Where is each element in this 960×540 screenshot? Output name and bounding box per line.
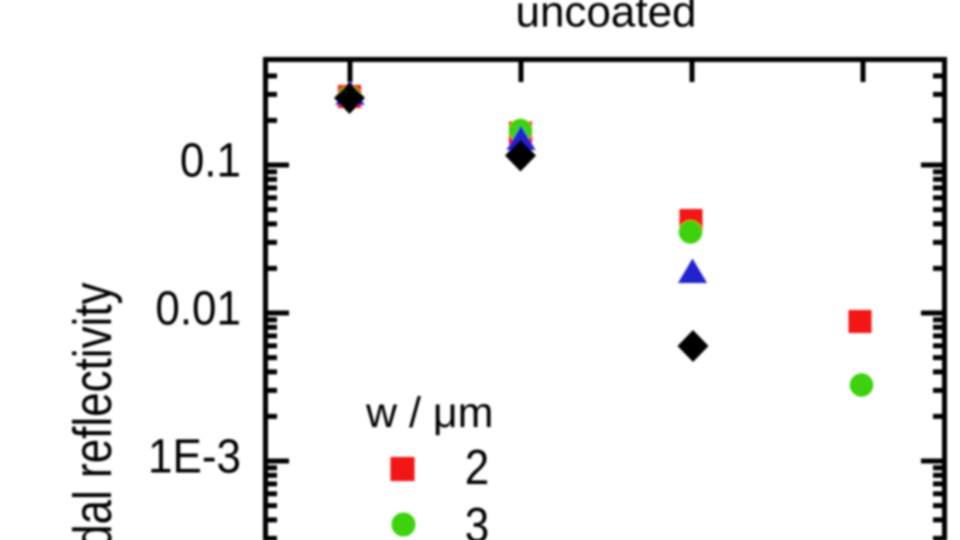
svg-text:3: 3 bbox=[465, 498, 489, 540]
svg-text:0.1: 0.1 bbox=[180, 133, 241, 187]
svg-text:2: 2 bbox=[465, 440, 489, 495]
svg-text:uncoated: uncoated bbox=[515, 0, 696, 37]
svg-text:w / μm: w / μm bbox=[365, 389, 494, 437]
svg-text:0.01: 0.01 bbox=[155, 281, 241, 335]
svg-text:1E-3: 1E-3 bbox=[148, 429, 241, 483]
svg-text:modal reflectivity: modal reflectivity bbox=[64, 282, 123, 540]
